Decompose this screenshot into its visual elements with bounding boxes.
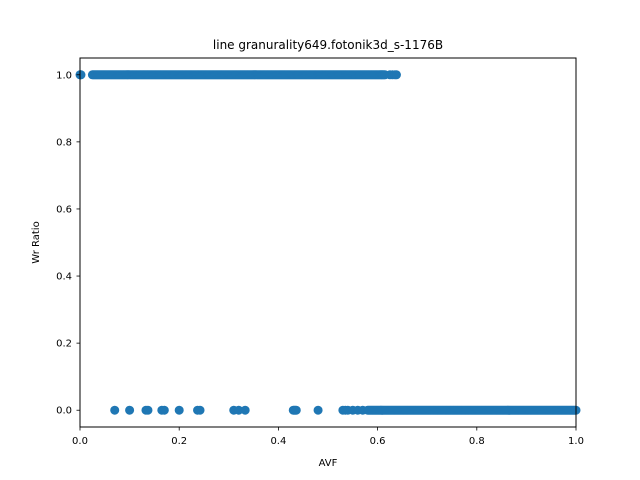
x-tick-label: 0.4 [270,436,286,447]
x-axis-ticks: 0.0 0.2 0.4 0.6 0.8 1.0 [72,427,584,447]
y-tick-label: 0.2 [56,339,72,350]
data-point [125,405,135,415]
data-point [110,405,120,415]
y-tick-label: 1.0 [56,70,72,81]
y-tick-label: 0.0 [56,406,72,417]
y-axis-ticks: 0.0 0.2 0.4 0.6 0.8 1.0 [56,70,80,417]
y-tick-label: 0.8 [56,137,72,148]
data-point [159,405,169,415]
x-axis-label: AVF [319,458,338,469]
x-tick-label: 0.6 [370,436,386,447]
data-point [174,405,184,415]
data-point [291,405,301,415]
data-point [234,405,244,415]
x-tick-label: 0.8 [469,436,485,447]
data-point [76,70,86,80]
data-point [391,70,401,80]
data-points [75,70,581,415]
chart-title: line granurality649.fotonik3d_s-1176B [213,38,443,52]
plot-frame [79,57,577,428]
data-point [240,405,250,415]
y-tick-label: 0.4 [56,272,72,283]
data-point [143,405,153,415]
data-point [313,405,323,415]
y-tick-label: 0.6 [56,204,72,215]
x-tick-label: 0.2 [171,436,187,447]
y-axis-label: Wr Ratio [31,221,42,263]
data-point [195,405,205,415]
x-tick-label: 0.0 [72,436,88,447]
x-tick-label: 1.0 [568,436,584,447]
